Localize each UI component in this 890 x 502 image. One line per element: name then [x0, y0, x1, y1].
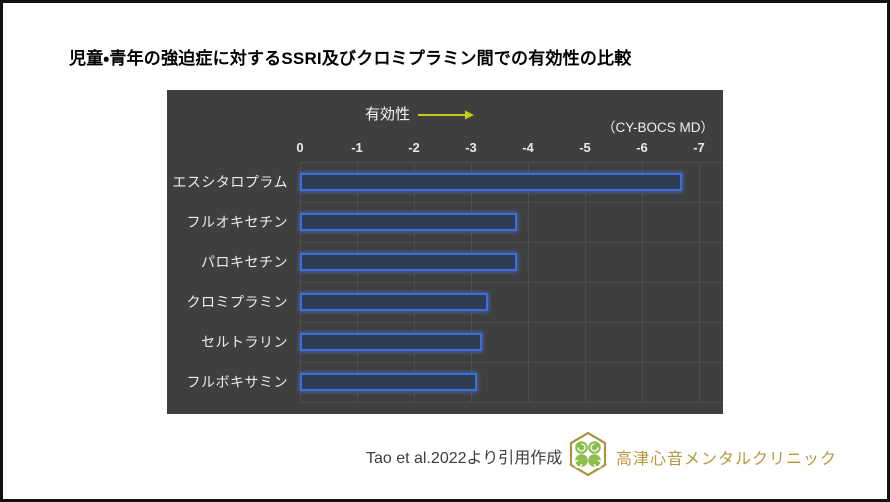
unit-label: （CY-BOCS MD） — [601, 120, 714, 135]
bar-0 — [300, 173, 682, 191]
x-tick-label: -7 — [693, 140, 705, 155]
bar-2 — [300, 253, 517, 271]
effectiveness-label: 有効性 — [365, 106, 411, 123]
y-gridline — [300, 202, 723, 203]
x-tick-label: -5 — [579, 140, 591, 155]
source-citation: Tao et al.2022より引用作成 — [366, 450, 563, 467]
category-label: パロキセチン — [201, 254, 288, 270]
bar-5 — [300, 373, 477, 391]
x-tick-label: -3 — [465, 140, 477, 155]
y-gridline — [300, 242, 723, 243]
category-label: エスシタロプラム — [172, 174, 288, 190]
bar-1 — [300, 213, 517, 231]
category-label: クロミプラミン — [186, 294, 288, 310]
clinic-name: 高津心音メンタルクリニック — [616, 451, 838, 468]
right-arrow-icon — [418, 110, 474, 120]
category-label: フルボキサミン — [186, 374, 288, 390]
y-gridline — [300, 402, 723, 403]
x-tick-label: -4 — [522, 140, 534, 155]
category-label: フルオキセチン — [186, 214, 288, 230]
x-tick-label: -2 — [408, 140, 420, 155]
chart-panel: 有効性 （CY-BOCS MD） 0 -1 -2 -3 -4 -5 -6 -7 エスシタロプラム… — [167, 90, 723, 414]
y-gridline — [300, 322, 723, 323]
x-tick-label: -1 — [351, 140, 363, 155]
hexagon-clover-logo-icon — [569, 431, 607, 477]
y-gridline — [300, 162, 723, 163]
y-gridline — [300, 282, 723, 283]
x-tick-label: -6 — [636, 140, 648, 155]
bar-3 — [300, 293, 489, 311]
category-label: セルトラリン — [201, 334, 288, 350]
bar-4 — [300, 333, 483, 351]
page-title: 児童・青年の強迫症に対するSSRI及びクロミプラミン間での有効性の比較 — [69, 49, 632, 68]
y-gridline — [300, 362, 723, 363]
x-tick-label: 0 — [296, 140, 304, 155]
